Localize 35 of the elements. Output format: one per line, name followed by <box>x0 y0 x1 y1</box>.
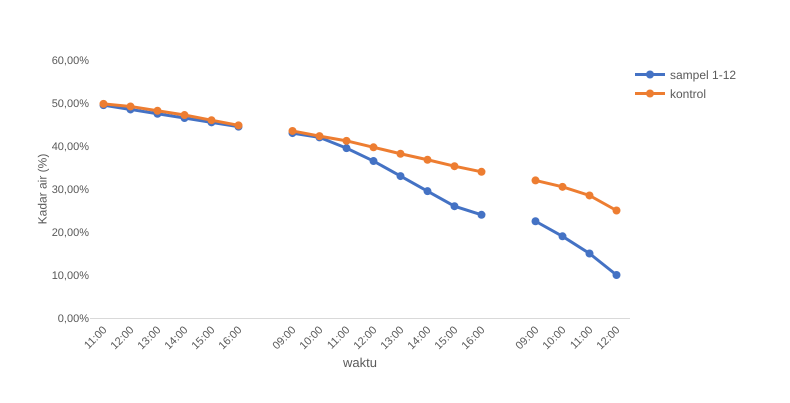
point <box>586 191 594 200</box>
point <box>586 250 594 258</box>
y-tick-label: 60,00% <box>52 54 90 67</box>
point <box>558 232 566 240</box>
point <box>478 168 486 176</box>
y-tick-label: 30,00% <box>52 184 90 196</box>
point <box>370 157 378 166</box>
point <box>450 202 458 210</box>
point <box>532 217 540 226</box>
point <box>342 144 350 152</box>
point <box>612 206 620 214</box>
point <box>532 176 540 184</box>
y-tick-label: 50,00% <box>52 98 90 110</box>
point <box>126 102 134 110</box>
y-tick-label: 20,00% <box>52 226 90 239</box>
point <box>450 162 458 170</box>
point <box>396 172 404 180</box>
point <box>424 156 432 164</box>
point <box>424 187 432 196</box>
point <box>612 271 620 279</box>
point <box>180 111 188 120</box>
point <box>154 106 162 115</box>
y-tick-label: 10,00% <box>52 270 90 282</box>
point <box>558 182 566 191</box>
point <box>478 210 486 219</box>
point <box>396 150 404 158</box>
legend-label: kontrol <box>670 87 706 102</box>
legend-label: sampel 1-12 <box>670 68 736 82</box>
y-tick-label: 40,00% <box>52 140 90 153</box>
point <box>370 143 378 152</box>
y-tick-label: 0,00% <box>58 312 90 325</box>
x-axis-title: waktu <box>342 355 377 370</box>
point <box>288 126 296 135</box>
y-axis-title: Kadar air (%) <box>36 154 50 224</box>
point <box>342 136 350 145</box>
